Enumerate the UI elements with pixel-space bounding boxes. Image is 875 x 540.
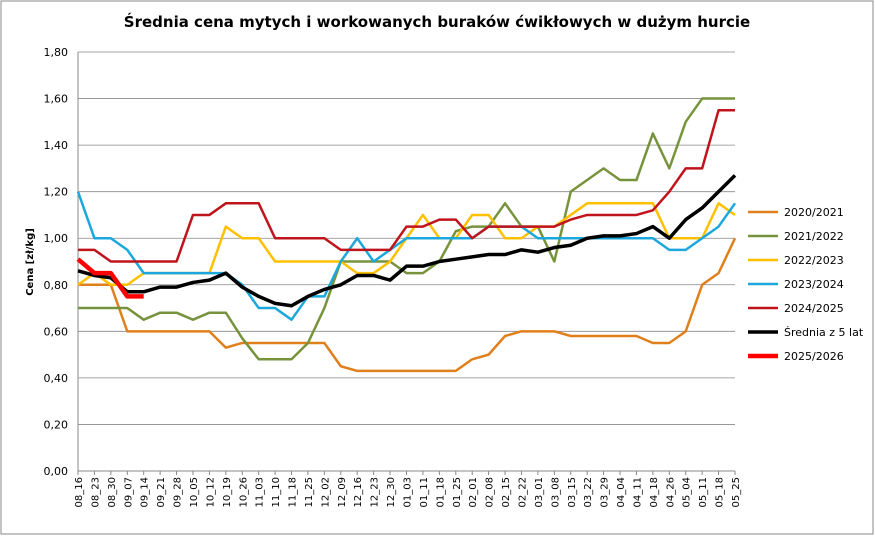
x-tick-label: 02_15 <box>501 477 512 507</box>
x-tick-label: 08_30 <box>107 477 118 507</box>
series-line <box>76 257 144 299</box>
legend-label: 2021/2022 <box>784 230 844 243</box>
legend-label: 2020/2021 <box>784 206 844 219</box>
x-tick-label: 08_23 <box>90 477 101 507</box>
y-tick-label: 1,80 <box>44 46 69 59</box>
y-tick-label: 0,40 <box>44 372 69 385</box>
series-line <box>78 108 735 263</box>
series-line <box>78 237 737 373</box>
x-tick-label: 02_01 <box>468 477 479 507</box>
x-tick-label: 01_18 <box>435 477 446 507</box>
legend-label: 2023/2024 <box>784 278 844 291</box>
x-tick-label: 08_16 <box>74 477 85 507</box>
x-tick-label: 09_07 <box>123 477 134 507</box>
x-tick-label: 03_08 <box>550 477 561 507</box>
x-tick-label: 12_02 <box>320 477 331 507</box>
legend-label: 2024/2025 <box>784 302 844 315</box>
y-tick-label: 0,80 <box>44 279 69 292</box>
x-tick-label: 05_25 <box>731 477 742 507</box>
x-tick-label: 11_03 <box>255 477 266 507</box>
x-tick-label: 02_22 <box>517 477 528 507</box>
y-tick-label: 1,40 <box>44 139 69 152</box>
x-tick-label: 03_15 <box>567 477 578 507</box>
x-tick-label: 10_26 <box>238 477 249 507</box>
x-tick-label: 05_04 <box>682 477 693 507</box>
x-tick-label: 11_25 <box>304 477 315 507</box>
x-tick-label: 03_01 <box>534 477 545 507</box>
x-tick-label: 11_10 <box>271 477 282 507</box>
x-tick-label: 09_28 <box>173 477 184 507</box>
x-tick-label: 05_11 <box>698 477 709 507</box>
y-tick-label: 0,60 <box>44 325 69 338</box>
legend-label: Średnia z 5 lat <box>784 326 864 339</box>
x-tick-label: 04_18 <box>649 477 660 507</box>
x-tick-label: 01_03 <box>403 477 414 507</box>
y-tick-label: 1,20 <box>44 186 69 199</box>
x-tick-label: 10_05 <box>189 477 200 507</box>
series-line <box>76 191 737 321</box>
x-tick-label: 03_22 <box>583 477 594 507</box>
x-tick-label: 12_09 <box>337 477 348 507</box>
x-tick-label: 11_18 <box>288 477 299 507</box>
x-tick-label: 12_30 <box>386 477 397 507</box>
series-line <box>78 97 735 361</box>
y-tick-label: 1,60 <box>44 93 69 106</box>
x-tick-label: 04_26 <box>665 477 676 507</box>
y-axis-label: Cena [zł/kg] <box>25 228 36 296</box>
legend-label: 2022/2023 <box>784 254 844 267</box>
x-tick-label: 09_21 <box>156 477 167 507</box>
series-line <box>77 174 737 308</box>
x-tick-label: 03_29 <box>600 477 611 507</box>
x-tick-label: 10_12 <box>205 477 216 507</box>
x-tick-label: 04_11 <box>632 477 643 507</box>
x-tick-label: 12_23 <box>370 477 381 507</box>
chart-title: Średnia cena mytych i workowanych burakó… <box>124 12 750 31</box>
y-tick-label: 0,20 <box>44 418 69 431</box>
y-tick-label: 1,00 <box>44 232 69 245</box>
x-tick-label: 01_11 <box>419 477 430 507</box>
x-tick-label: 05_18 <box>715 477 726 507</box>
x-tick-label: 04_04 <box>616 477 627 507</box>
legend-label: 2025/2026 <box>784 350 844 363</box>
y-tick-label: 0,00 <box>44 465 69 478</box>
x-tick-label: 01_25 <box>452 477 463 507</box>
x-tick-label: 10_19 <box>222 477 233 507</box>
x-tick-label: 09_14 <box>140 477 151 507</box>
x-tick-label: 12_16 <box>353 477 364 507</box>
x-tick-label: 02_08 <box>485 477 496 507</box>
